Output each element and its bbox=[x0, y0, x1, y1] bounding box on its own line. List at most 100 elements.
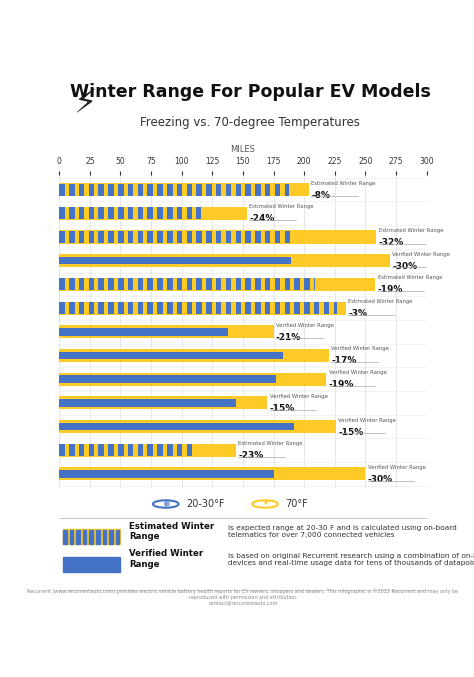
Text: Estimated Winter
Range: Estimated Winter Range bbox=[129, 522, 214, 541]
Bar bbox=[59, 349, 328, 362]
Bar bbox=[89, 444, 94, 456]
Bar bbox=[265, 278, 271, 290]
Bar bbox=[108, 278, 114, 290]
Bar bbox=[206, 278, 212, 290]
Bar bbox=[99, 302, 104, 314]
Bar bbox=[59, 376, 276, 383]
Bar bbox=[314, 278, 315, 290]
Bar bbox=[206, 183, 212, 196]
Bar bbox=[128, 207, 133, 219]
Bar bbox=[196, 183, 202, 196]
Bar bbox=[177, 278, 182, 290]
Bar bbox=[79, 278, 84, 290]
Bar bbox=[99, 183, 104, 196]
Bar bbox=[147, 183, 153, 196]
Bar bbox=[187, 302, 192, 314]
Text: -19%: -19% bbox=[328, 380, 354, 389]
Bar bbox=[216, 183, 221, 196]
Bar bbox=[63, 557, 120, 572]
Bar bbox=[128, 444, 133, 456]
Bar bbox=[275, 231, 280, 243]
Bar bbox=[59, 443, 236, 457]
Bar bbox=[236, 183, 241, 196]
Bar bbox=[255, 183, 261, 196]
Bar bbox=[118, 207, 124, 219]
Bar bbox=[99, 231, 104, 243]
Bar bbox=[116, 530, 119, 544]
Bar bbox=[137, 207, 143, 219]
Text: -21%: -21% bbox=[276, 332, 301, 342]
Bar bbox=[275, 183, 280, 196]
Text: ⚡: ⚡ bbox=[73, 86, 97, 119]
Text: -19%: -19% bbox=[378, 285, 403, 294]
Bar bbox=[157, 207, 163, 219]
Bar bbox=[89, 207, 94, 219]
Bar bbox=[102, 530, 106, 544]
Bar bbox=[59, 420, 336, 433]
Bar bbox=[334, 302, 337, 314]
Text: Verified Winter Range: Verified Winter Range bbox=[276, 323, 334, 328]
Bar bbox=[89, 183, 94, 196]
Bar bbox=[137, 278, 143, 290]
Bar bbox=[147, 231, 153, 243]
Bar bbox=[128, 302, 133, 314]
Bar bbox=[59, 471, 273, 478]
Bar bbox=[304, 278, 310, 290]
Bar bbox=[59, 352, 283, 359]
Bar bbox=[177, 183, 182, 196]
Bar bbox=[59, 301, 346, 315]
Bar bbox=[275, 278, 280, 290]
Bar bbox=[96, 530, 100, 544]
Bar bbox=[265, 302, 271, 314]
Bar bbox=[79, 231, 84, 243]
Bar bbox=[157, 302, 163, 314]
Text: -17%: -17% bbox=[331, 356, 356, 366]
Bar bbox=[177, 207, 182, 219]
Text: ☀: ☀ bbox=[261, 500, 269, 508]
Bar bbox=[59, 396, 267, 410]
Text: Verified Winter Range: Verified Winter Range bbox=[338, 418, 396, 422]
Text: Estimated Winter Range: Estimated Winter Range bbox=[311, 181, 376, 185]
Bar bbox=[187, 444, 192, 456]
Text: 70°F: 70°F bbox=[285, 499, 308, 509]
Bar bbox=[275, 302, 280, 314]
Text: Estimated Winter Range: Estimated Winter Range bbox=[249, 204, 313, 209]
Bar bbox=[128, 183, 133, 196]
Bar bbox=[69, 278, 74, 290]
Bar bbox=[206, 231, 212, 243]
Text: Winter Range For Popular EV Models: Winter Range For Popular EV Models bbox=[70, 83, 431, 100]
Bar bbox=[265, 231, 271, 243]
Bar bbox=[304, 302, 310, 314]
Bar bbox=[196, 207, 201, 219]
Bar bbox=[167, 302, 173, 314]
Text: Verified Winter Range: Verified Winter Range bbox=[392, 252, 450, 257]
Text: -23%: -23% bbox=[238, 451, 263, 460]
Text: Estimated Winter Range: Estimated Winter Range bbox=[348, 299, 413, 304]
Bar bbox=[147, 302, 153, 314]
Bar bbox=[118, 278, 124, 290]
Bar bbox=[196, 278, 202, 290]
Bar bbox=[157, 278, 163, 290]
Bar bbox=[108, 183, 114, 196]
Bar bbox=[226, 302, 231, 314]
Bar bbox=[118, 302, 124, 314]
Bar bbox=[255, 231, 261, 243]
Bar bbox=[284, 183, 290, 196]
Bar bbox=[187, 231, 192, 243]
Bar bbox=[157, 444, 163, 456]
Text: Freezing vs. 70-degree Temperatures: Freezing vs. 70-degree Temperatures bbox=[140, 116, 360, 129]
Bar bbox=[59, 231, 65, 243]
Bar bbox=[236, 231, 241, 243]
Bar bbox=[109, 530, 113, 544]
Text: -30%: -30% bbox=[368, 475, 393, 484]
Bar bbox=[167, 278, 173, 290]
Text: Estimated Winter Range: Estimated Winter Range bbox=[379, 228, 443, 233]
Bar bbox=[294, 302, 300, 314]
Bar bbox=[147, 207, 153, 219]
Bar bbox=[167, 444, 173, 456]
Bar bbox=[216, 302, 221, 314]
Bar bbox=[69, 207, 74, 219]
Text: -30%: -30% bbox=[392, 261, 418, 271]
Bar bbox=[76, 530, 80, 544]
Bar bbox=[284, 231, 290, 243]
